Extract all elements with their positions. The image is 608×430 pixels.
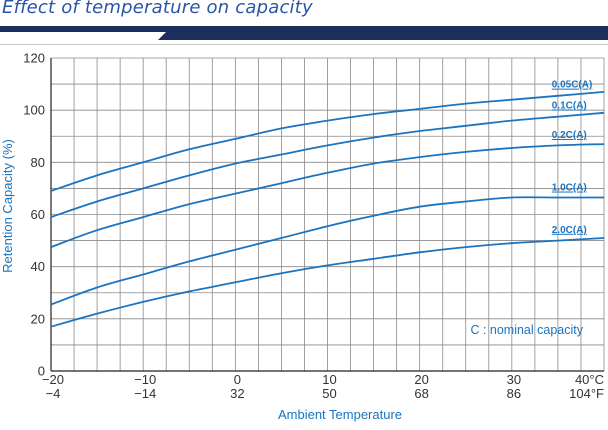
x-tick-label-fahrenheit: −14: [134, 386, 156, 401]
tick-labels: 0 20 40 60 80 100 120 −20 −10 0 10 20 30 40°C −4 −14 32 5…: [23, 51, 604, 402]
x-tick-label-celsius: 30: [507, 372, 521, 387]
grid: [51, 57, 605, 371]
series-label: 0.05C(A): [552, 80, 593, 91]
y-tick-label: 120: [23, 51, 45, 66]
header-bar: [0, 26, 608, 40]
nominal-capacity-note: C : nominal capacity: [470, 323, 583, 337]
series-labels: 0.05C(A) 0.1C(A) 0.2C(A) 1.0C(A) 2.0C(A): [552, 80, 593, 236]
series-label: 0.1C(A): [552, 101, 587, 112]
x-tick-label-fahrenheit: 68: [414, 386, 428, 401]
x-tick-label-fahrenheit: 86: [507, 386, 521, 401]
series-line-0-05c-a-: [50, 91, 605, 192]
x-tick-label-fahrenheit: −4: [46, 386, 61, 401]
page-title: Effect of temperature on capacity: [2, 0, 313, 18]
y-tick-label: 40: [31, 259, 45, 274]
y-tick-label: 80: [31, 155, 45, 170]
x-tick-label-celsius: −10: [134, 372, 156, 387]
x-tick-label-celsius: 40°C: [575, 372, 604, 387]
x-tick-label-celsius: 20: [414, 372, 428, 387]
x-tick-label-celsius: 10: [322, 372, 336, 387]
series-label: 0.2C(A): [552, 130, 587, 141]
series-line-1-0c-a-: [50, 196, 604, 306]
axes: [50, 58, 604, 372]
x-tick-label-celsius: −20: [42, 372, 64, 387]
y-tick-label: 0: [38, 364, 45, 379]
series-line-2-0c-a-: [50, 237, 605, 328]
x-tick-label-fahrenheit: 32: [230, 386, 244, 401]
y-tick-label: 20: [31, 311, 45, 326]
x-axis-label: Ambient Temperature: [278, 407, 402, 422]
y-tick-label: 100: [23, 103, 45, 118]
series-line-0-1c-a-: [50, 111, 605, 218]
series-lines: [50, 91, 605, 328]
x-tick-label-fahrenheit: 50: [322, 386, 336, 401]
series-label: 1.0C(A): [552, 183, 587, 194]
series-line-0-2c-a-: [50, 143, 605, 248]
series-label: 2.0C(A): [552, 225, 587, 236]
x-tick-label-fahrenheit: 104°F: [569, 386, 604, 401]
x-tick-label-celsius: 0: [234, 372, 241, 387]
y-axis-label: Retention Capacity (%): [0, 139, 15, 273]
y-tick-label: 60: [31, 207, 45, 222]
